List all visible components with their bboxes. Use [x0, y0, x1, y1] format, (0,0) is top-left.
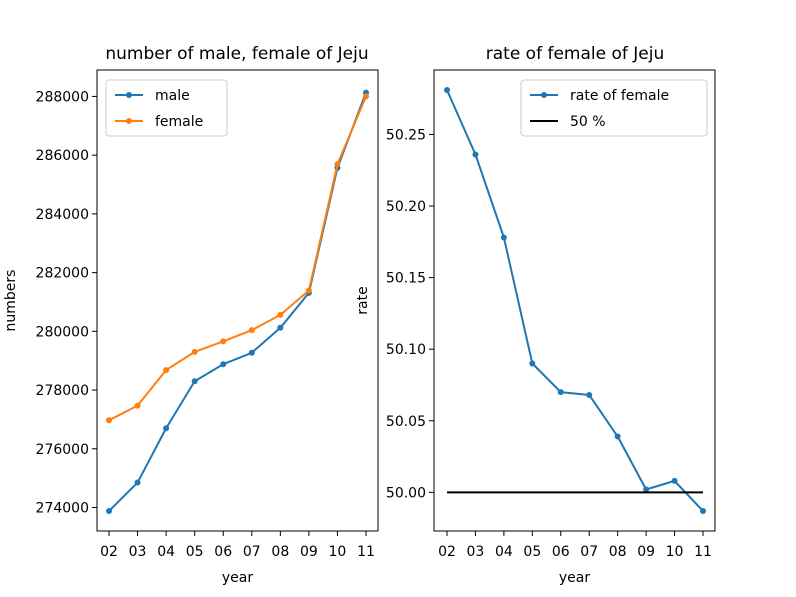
x-tick-label: 04: [157, 544, 175, 560]
x-tick-label: 09: [637, 544, 655, 560]
data-point: [500, 234, 507, 241]
data-point: [163, 425, 170, 432]
legend-label: male: [155, 88, 190, 104]
x-tick-label: 05: [186, 544, 204, 560]
data-point: [586, 391, 593, 398]
y-tick-label: 50.00: [386, 485, 426, 501]
legend-label: female: [155, 114, 203, 130]
data-point: [529, 360, 536, 367]
data-point: [163, 367, 170, 374]
y-tick-label: 288000: [36, 89, 89, 105]
x-tick-label: 07: [243, 544, 261, 560]
y-tick-label: 50.20: [386, 199, 426, 215]
plot-frame: [433, 69, 716, 532]
x-tick-label: 06: [214, 544, 232, 560]
x-tick-label: 11: [694, 544, 712, 560]
x-tick-label: 02: [438, 544, 456, 560]
chart-0: number of male, female of Jeju 02 03 04 05 06…: [3, 44, 379, 586]
x-tick-label: 08: [271, 544, 289, 560]
data-point: [248, 349, 255, 356]
x-tick-label: 03: [129, 544, 147, 560]
y-tick-label: 50.10: [386, 342, 426, 358]
legend: male female: [105, 79, 228, 137]
data-point: [334, 161, 341, 168]
x-tick-label: 10: [329, 544, 347, 560]
y-tick-label: 50.25: [386, 127, 426, 143]
data-point: [643, 486, 650, 493]
x-tick-label: 09: [300, 544, 318, 560]
data-point: [191, 348, 198, 355]
plot-frame: [96, 69, 379, 532]
data-point: [614, 433, 621, 440]
data-point: [305, 287, 312, 294]
data-point: [671, 477, 678, 484]
y-tick-label: 284000: [36, 207, 89, 223]
series-male: [106, 89, 369, 515]
data-point: [134, 402, 141, 409]
y-tick-label: 282000: [36, 266, 89, 282]
data-point: [472, 151, 479, 158]
data-point: [106, 417, 112, 424]
chart-title: rate of female of Jeju: [486, 44, 665, 64]
chart-1: rate of female of Jeju 02 03 04 05 06 07 08 09 10…: [355, 44, 716, 586]
y-tick-label: 286000: [36, 148, 89, 164]
x-tick-label: 06: [552, 544, 570, 560]
data-point: [277, 311, 284, 318]
series-rate-of-female: [444, 87, 706, 514]
x-tick-label: 10: [666, 544, 684, 560]
data-point: [106, 508, 112, 515]
data-point: [248, 327, 255, 334]
x-tick-label: 07: [580, 544, 598, 560]
y-axis-label: rate: [355, 286, 371, 314]
data-point: [220, 338, 227, 345]
y-tick-label: 50.15: [386, 271, 426, 287]
x-tick-label: 08: [609, 544, 627, 560]
x-axis-label: year: [222, 570, 253, 586]
legend-label: 50 %: [570, 114, 606, 130]
series-female: [106, 93, 369, 424]
data-point: [220, 361, 227, 368]
y-tick-label: 50.05: [386, 414, 426, 430]
x-tick-label: 11: [357, 544, 375, 560]
data-point: [363, 93, 369, 100]
data-point: [444, 87, 450, 94]
y-axis-label: numbers: [3, 270, 19, 332]
y-tick-label: 276000: [36, 442, 89, 458]
data-point: [191, 378, 198, 385]
x-tick-label: 04: [495, 544, 513, 560]
x-axis-label: year: [559, 570, 590, 586]
x-tick-label: 05: [523, 544, 541, 560]
legend-label: rate of female: [570, 88, 669, 104]
series-line: [446, 89, 704, 512]
legend-marker: [541, 92, 547, 98]
series-line: [108, 92, 367, 512]
legend: rate of female 50 %: [520, 79, 708, 137]
series-line: [108, 96, 367, 422]
data-point: [134, 479, 141, 486]
data-point: [277, 324, 284, 331]
legend-box: [520, 79, 708, 137]
data-point: [700, 507, 706, 514]
y-tick-label: 274000: [36, 501, 89, 517]
x-tick-label: 03: [467, 544, 485, 560]
legend-marker: [126, 92, 132, 98]
chart-title: number of male, female of Jeju: [105, 44, 368, 64]
data-point: [557, 389, 564, 396]
x-tick-label: 02: [100, 544, 118, 560]
y-tick-label: 278000: [36, 383, 89, 399]
y-tick-label: 280000: [36, 324, 89, 340]
legend-marker: [126, 118, 132, 124]
